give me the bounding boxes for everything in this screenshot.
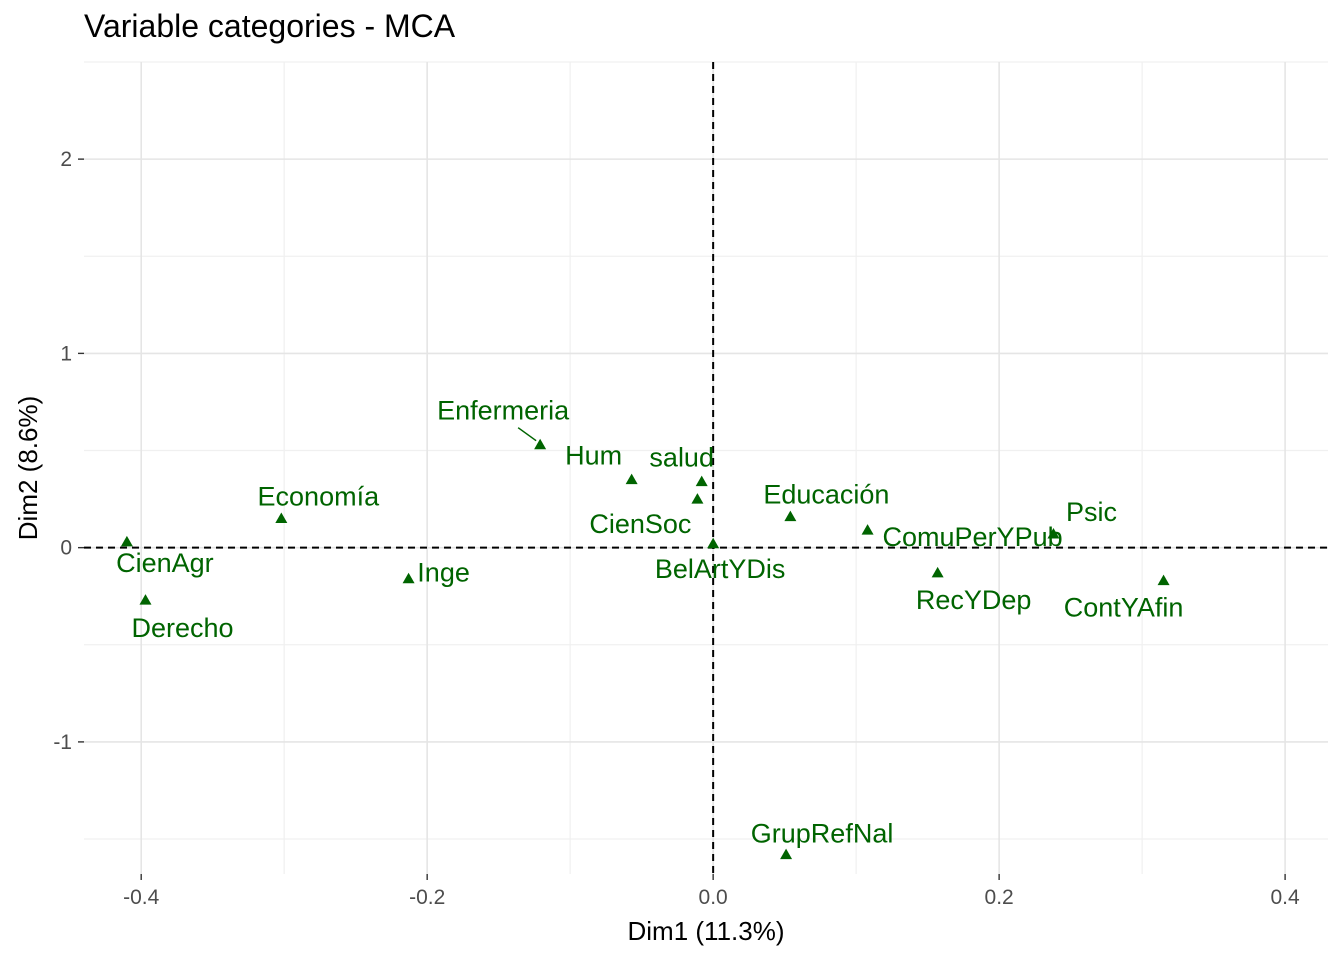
data-point bbox=[695, 475, 708, 487]
point-label: ContYAfin bbox=[1064, 593, 1184, 623]
data-point bbox=[275, 512, 288, 524]
point-label: BelArtYDis bbox=[655, 554, 786, 584]
point-labels-layer: CienAgr Derecho Economía Inge Enfermeria Hum s… bbox=[116, 396, 1183, 849]
y-tick-label: 2 bbox=[60, 148, 72, 171]
data-point bbox=[1157, 574, 1170, 586]
x-tick-label: 0.4 bbox=[1271, 886, 1301, 909]
point-label: Hum bbox=[565, 441, 622, 471]
data-point bbox=[780, 848, 793, 860]
data-point bbox=[784, 510, 797, 522]
label-leader-line bbox=[517, 427, 537, 442]
point-label: Inge bbox=[417, 558, 470, 588]
point-label: GrupRefNal bbox=[751, 819, 894, 849]
data-point bbox=[139, 594, 152, 605]
point-label: CienAgr bbox=[116, 548, 214, 578]
x-axis-title: Dim1 (11.3%) bbox=[627, 916, 784, 946]
point-label: CienSoc bbox=[589, 509, 691, 539]
data-point bbox=[534, 438, 547, 450]
chart-title: Variable categories - MCA bbox=[84, 8, 456, 44]
point-label: Educación bbox=[763, 480, 889, 510]
y-tick-label: 0 bbox=[60, 537, 72, 560]
axis-ticks: -0.4 -0.2 0.0 0.2 0.4 -1 0 1 2 bbox=[53, 148, 1300, 909]
x-tick-label: 0.2 bbox=[985, 886, 1014, 909]
reference-lines bbox=[84, 62, 1328, 874]
points-layer bbox=[120, 438, 1170, 860]
y-axis-title: Dim2 (8.6%) bbox=[13, 396, 43, 540]
data-point bbox=[691, 493, 704, 504]
point-label: Enfermeria bbox=[437, 396, 570, 426]
point-label: Psic bbox=[1066, 497, 1117, 527]
x-tick-label: -0.4 bbox=[123, 886, 160, 909]
data-point bbox=[1047, 528, 1060, 539]
point-label: Economía bbox=[258, 482, 381, 512]
data-point bbox=[931, 566, 944, 578]
x-tick-label: 0.0 bbox=[699, 886, 728, 909]
point-label: Derecho bbox=[131, 613, 233, 643]
data-point bbox=[861, 524, 874, 535]
point-label: RecYDep bbox=[916, 585, 1032, 615]
y-tick-label: -1 bbox=[53, 731, 72, 754]
x-tick-label: -0.2 bbox=[409, 886, 445, 909]
data-point bbox=[625, 473, 638, 485]
point-label: salud bbox=[649, 443, 714, 473]
data-point bbox=[120, 535, 133, 547]
y-tick-label: 1 bbox=[60, 342, 72, 365]
data-point bbox=[707, 537, 720, 549]
point-label: ComuPerYPub bbox=[883, 522, 1063, 552]
data-point bbox=[402, 572, 415, 584]
